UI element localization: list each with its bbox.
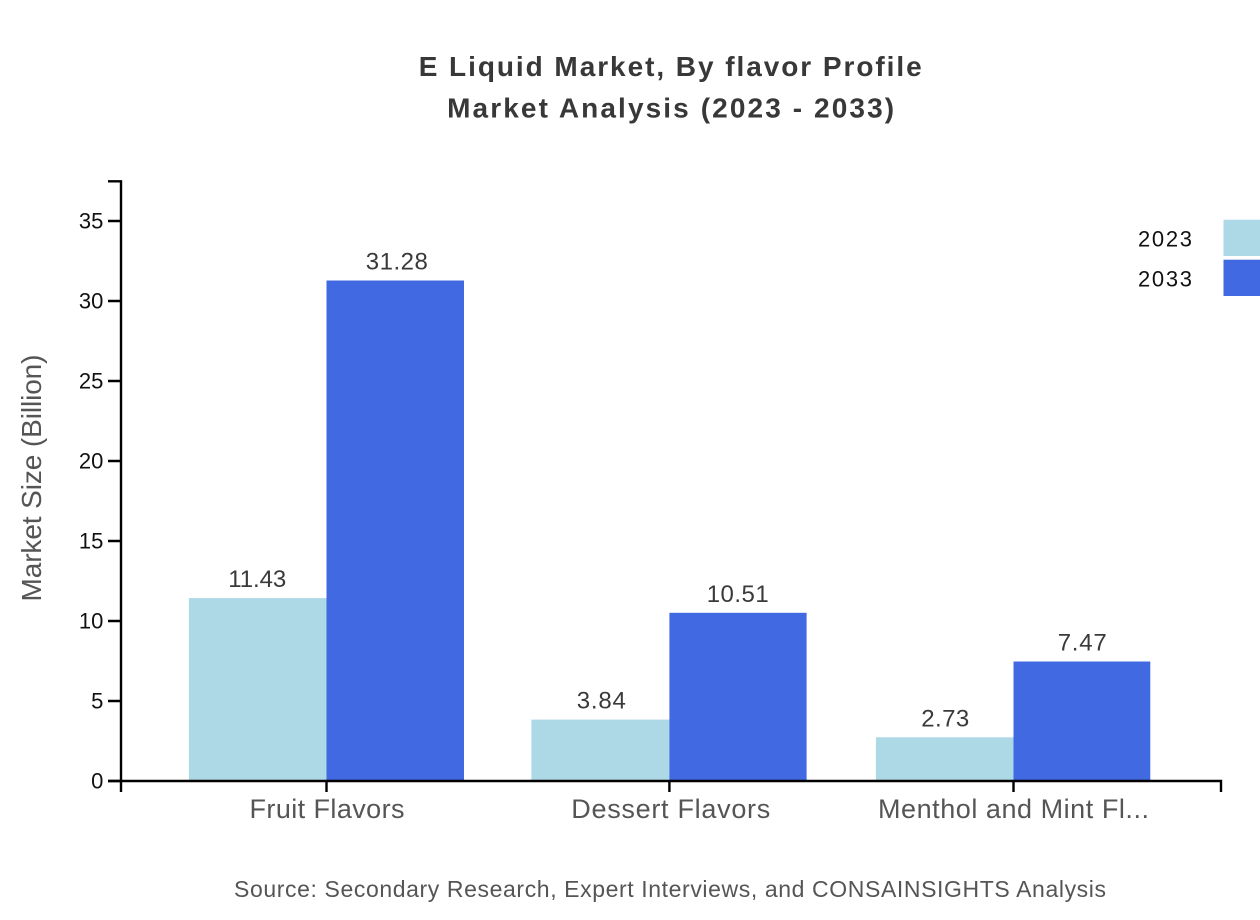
svg-text:Fruit Flavors: Fruit Flavors: [250, 794, 405, 824]
svg-text:2023: 2023: [1138, 226, 1192, 251]
svg-text:2033: 2033: [1138, 266, 1192, 291]
svg-text:Market Analysis (2023 - 2033): Market Analysis (2023 - 2033): [447, 93, 894, 124]
svg-text:Dessert Flavors: Dessert Flavors: [571, 794, 770, 824]
svg-text:Menthol and Mint Fl...: Menthol and Mint Fl...: [878, 794, 1149, 824]
svg-text:Market Size (Billion): Market Size (Billion): [16, 355, 47, 602]
svg-text:20: 20: [79, 449, 103, 474]
svg-text:15: 15: [79, 529, 103, 554]
svg-text:30: 30: [79, 289, 103, 314]
svg-text:35: 35: [79, 209, 103, 234]
svg-text:10.51: 10.51: [707, 581, 769, 608]
svg-text:0: 0: [91, 769, 103, 794]
svg-text:2.73: 2.73: [921, 705, 969, 732]
svg-text:Source: Secondary Research, Ex: Source: Secondary Research, Expert Inter…: [234, 876, 1106, 902]
svg-text:7.47: 7.47: [1058, 630, 1107, 657]
svg-text:3.84: 3.84: [577, 688, 626, 715]
svg-text:31.28: 31.28: [366, 249, 428, 276]
svg-text:10: 10: [79, 609, 103, 634]
svg-text:25: 25: [79, 369, 103, 394]
svg-text:5: 5: [91, 689, 103, 714]
svg-text:11.43: 11.43: [228, 566, 286, 593]
svg-text:E Liquid Market, By flavor Pro: E Liquid Market, By flavor Profile: [419, 51, 922, 82]
